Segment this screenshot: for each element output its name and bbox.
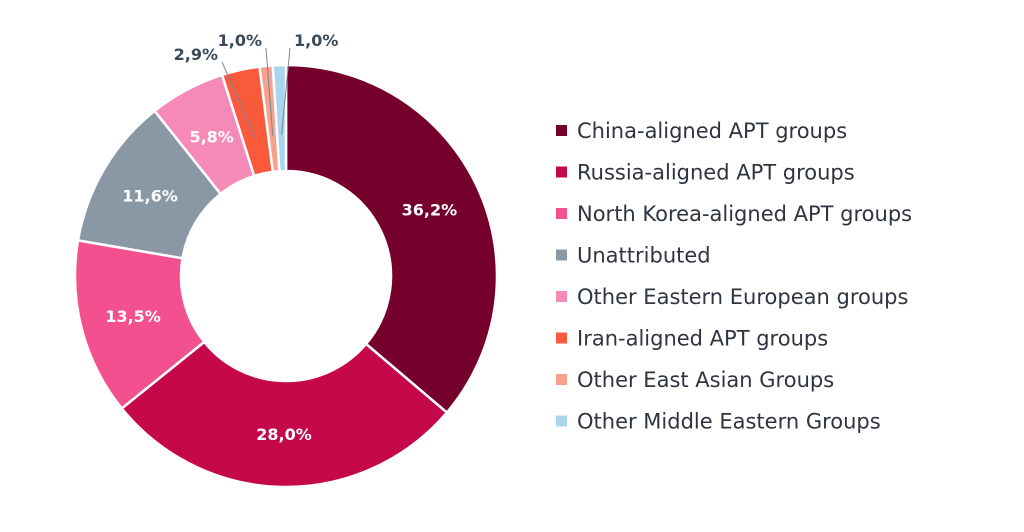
legend-label-north-korea-aligned-apt-groups: North Korea-aligned APT groups	[577, 202, 912, 226]
leader-line-iran-aligned-apt-groups	[221, 61, 257, 139]
donut-slices	[73, 63, 499, 489]
slice-label-china-aligned-apt-groups: 36,2%	[402, 201, 458, 220]
legend-label-unattributed: Unattributed	[577, 244, 711, 268]
legend-label-other-middle-eastern-groups: Other Middle Eastern Groups	[577, 410, 881, 434]
legend-label-russia-aligned-apt-groups: Russia-aligned APT groups	[577, 161, 855, 185]
slice-label-russia-aligned-apt-groups: 28,0%	[256, 425, 312, 444]
legend-label-china-aligned-apt-groups: China-aligned APT groups	[577, 119, 847, 143]
slice-label-other-east-asian-groups: 1,0%	[218, 31, 262, 50]
legend-swatch-iran-aligned-apt-groups	[556, 332, 567, 344]
slice-label-other-eastern-european-groups: 5,8%	[189, 128, 233, 147]
legend-swatch-other-east-asian-groups	[556, 374, 567, 385]
leader-line-other-east-asian-groups	[265, 47, 274, 136]
legend-swatch-russia-aligned-apt-groups	[556, 166, 567, 178]
leader-lines	[221, 47, 291, 139]
legend-swatch-china-aligned-apt-groups	[556, 125, 567, 136]
slice-russia-aligned-apt-groups	[119, 340, 449, 489]
slice-label-iran-aligned-apt-groups: 2,9%	[174, 45, 218, 64]
slice-labels: 36,2%28,0%13,5%11,6%5,8%2,9%1,0% 1,0%	[105, 31, 457, 444]
legend: China-aligned APT groups Russia-aligned A…	[556, 119, 912, 434]
slice-label-other-middle-eastern-groups: 1,0%	[294, 31, 338, 50]
slice-label-unattributed: 11,6%	[122, 187, 178, 206]
legend-label-other-east-asian-groups: Other East Asian Groups	[577, 368, 834, 392]
legend-swatch-north-korea-aligned-apt-groups	[556, 208, 567, 219]
legend-swatch-unattributed	[556, 249, 567, 261]
legend-label-iran-aligned-apt-groups: Iran-aligned APT groups	[577, 327, 828, 351]
legend-label-other-eastern-european-groups: Other Eastern European groups	[577, 285, 908, 309]
legend-swatch-other-middle-eastern-groups	[556, 415, 567, 427]
slice-label-north-korea-aligned-apt-groups: 13,5%	[105, 307, 161, 326]
legend-swatch-other-eastern-european-groups	[556, 291, 567, 302]
leader-line-other-middle-eastern-groups	[281, 47, 291, 136]
slice-other-middle-eastern-groups	[271, 63, 288, 173]
slice-china-aligned-apt-groups	[284, 63, 499, 415]
